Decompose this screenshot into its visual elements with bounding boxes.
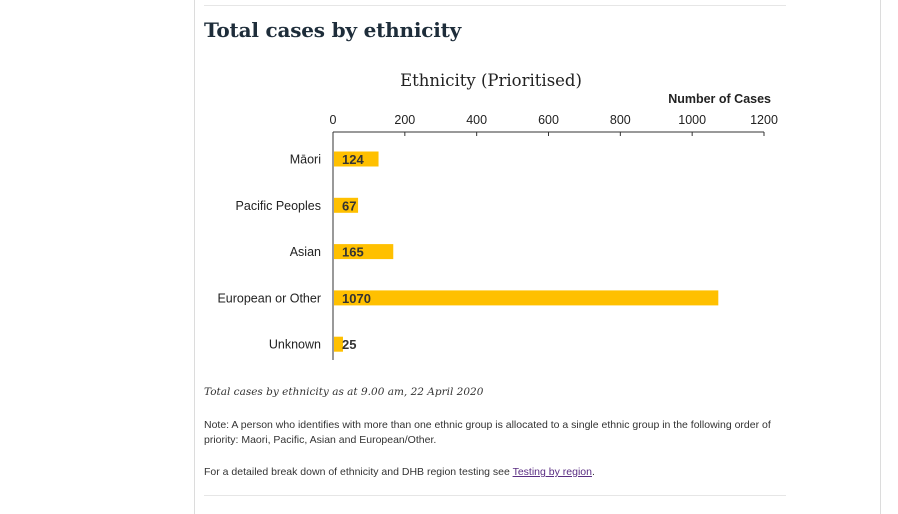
content-right-border xyxy=(880,0,881,514)
bar xyxy=(334,151,379,167)
data-label: 124 xyxy=(342,152,364,167)
detail-suffix: . xyxy=(591,466,595,478)
data-label: 1070 xyxy=(342,291,371,306)
chart-caption: Total cases by ethnicity as at 9.00 am, … xyxy=(204,386,484,398)
ethnicity-note: Note: A person who identifies with more … xyxy=(204,419,771,446)
data-label: 67 xyxy=(342,198,356,213)
x-tick-label: 1200 xyxy=(750,113,778,127)
detail-prefix: For a detailed break down of ethnicity a… xyxy=(204,466,513,478)
detail-text: For a detailed break down of ethnicity a… xyxy=(204,466,595,478)
bar xyxy=(334,244,394,260)
x-tick-label: 800 xyxy=(610,113,631,127)
x-tick-label: 200 xyxy=(394,113,415,127)
content-left-border xyxy=(194,0,195,514)
x-tick-label: 1000 xyxy=(678,113,706,127)
x-axis-label: Number of Cases xyxy=(668,92,771,106)
x-tick-label: 600 xyxy=(538,113,559,127)
category-label: European or Other xyxy=(217,291,321,305)
data-label: 165 xyxy=(342,245,364,260)
category-label: Pacific Peoples xyxy=(236,199,321,213)
section-title: Total cases by ethnicity xyxy=(204,18,462,42)
testing-by-region-link[interactable]: Testing by region xyxy=(512,466,592,478)
bottom-divider xyxy=(204,495,786,496)
chart-title: Ethnicity (Prioritised) xyxy=(400,71,582,90)
top-divider xyxy=(204,5,786,6)
bar xyxy=(334,197,359,213)
x-tick-label: 400 xyxy=(466,113,487,127)
category-label: Asian xyxy=(290,245,321,259)
category-label: Unknown xyxy=(269,338,321,352)
bar xyxy=(334,336,343,352)
category-label: Māori xyxy=(290,153,321,167)
data-label: 25 xyxy=(342,337,356,352)
bar xyxy=(334,290,719,306)
x-tick-label: 0 xyxy=(330,113,337,127)
